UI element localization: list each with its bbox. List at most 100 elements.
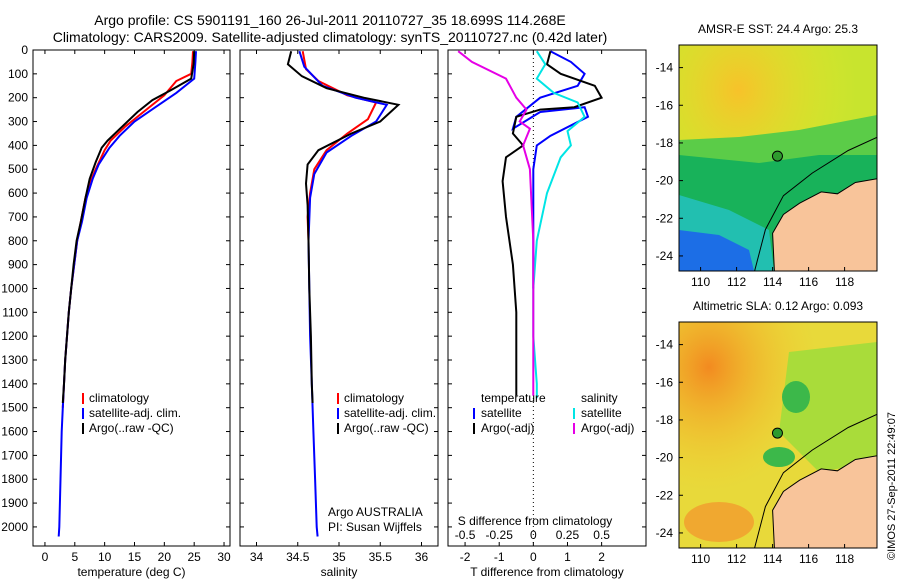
map-title: Altimetric SLA: 0.12 Argo: 0.093	[693, 299, 863, 313]
map-y-tick-label: -24	[656, 249, 674, 263]
map-title: AMSR-E SST: 24.4 Argo: 25.3	[698, 22, 858, 36]
map-field	[679, 322, 877, 548]
y-tick-label: 1000	[1, 281, 28, 295]
legend-header: salinity	[581, 391, 618, 405]
x-tick-label: 35.5	[369, 550, 393, 564]
y-tick-label: 600	[8, 186, 28, 200]
map-y-tick-label: -22	[656, 488, 674, 502]
map-y-tick-label: -22	[656, 211, 674, 225]
series-line-t-satellite	[511, 50, 590, 289]
float-annotation: Argo AUSTRALIA	[328, 505, 423, 519]
legend-label: Argo(-adj)	[581, 421, 634, 435]
float-annotation: PI: Susan Wijffels	[328, 520, 422, 534]
map-y-tick-label: -20	[656, 451, 674, 465]
legend-label: satellite	[581, 406, 622, 420]
sla-high-south	[684, 502, 754, 542]
x-axis-label: salinity	[321, 565, 358, 579]
plot-title-line1: Argo profile: CS 5901191_160 26-Jul-2011…	[94, 12, 566, 28]
bathymetry-contour	[754, 413, 877, 548]
top-x-tick-label: 0.25	[556, 528, 580, 542]
y-tick-label: 1300	[1, 353, 28, 367]
x-tick-label: -2	[460, 550, 471, 564]
map-x-tick-label: 114	[763, 275, 782, 289]
y-tick-label: 400	[8, 138, 28, 152]
y-tick-label: 1900	[1, 496, 28, 510]
sla-map: Altimetric SLA: 0.12 Argo: 0.093 110 112 11…	[656, 299, 878, 566]
map-x-tick-label: 110	[691, 552, 710, 566]
y-tick-label: 900	[8, 258, 28, 272]
plot-frame	[32, 49, 231, 547]
legend-label: climatology	[344, 391, 404, 405]
map-y-tick-label: -18	[656, 413, 674, 427]
y-tick-label: 1500	[1, 401, 28, 415]
y-tick-label: 200	[8, 91, 28, 105]
map-x-tick-label: 118	[835, 275, 854, 289]
x-tick-label: 15	[128, 550, 142, 564]
chart-panel-salinity: 34 34.5 35 35.5 36 salinity climatologysatelli…	[239, 49, 439, 579]
map-y-tick-label: -16	[656, 375, 674, 389]
map-y-tick-label: -24	[656, 526, 674, 540]
copyright-timestamp: ©IMOS 27-Sep-2011 22:49:07	[886, 412, 898, 560]
map-x-tick-label: 114	[763, 552, 782, 566]
chart-panel-temperature: 0100200300400500600700800900100011001200…	[1, 43, 231, 579]
plot-frame	[447, 49, 647, 547]
legend-label: satellite-adj. clim.	[344, 406, 436, 420]
x-tick-label: 20	[158, 550, 172, 564]
x-tick-label: 30	[217, 550, 231, 564]
sla-eddy	[763, 447, 795, 467]
top-x-tick-label: -0.5	[455, 528, 476, 542]
top-x-tick-label: 0.5	[593, 528, 610, 542]
sla-low-patch	[779, 342, 877, 472]
chart-panel-difference: -2 -1 0 1 2T difference from climatology S di…	[447, 49, 647, 579]
x-tick-label: 2	[598, 550, 605, 564]
y-tick-label: 2000	[1, 520, 28, 534]
map-x-tick-label: 118	[835, 552, 854, 566]
y-tick-label: 300	[8, 115, 28, 129]
x-tick-label: 0	[530, 550, 537, 564]
map-y-tick-label: -14	[656, 61, 674, 75]
x-tick-label: 10	[98, 550, 112, 564]
y-tick-label: 1100	[2, 305, 28, 319]
map-x-tick-label: 112	[727, 275, 746, 289]
plot-frame	[239, 49, 439, 547]
map-x-tick-label: 112	[727, 552, 746, 566]
y-tick-label: 1200	[1, 329, 28, 343]
map-field	[679, 45, 877, 271]
map-x-tick-label: 116	[799, 552, 818, 566]
series-line-argo-raw-qc-	[286, 50, 401, 403]
x-tick-label: 34.5	[286, 550, 310, 564]
sst-map: AMSR-E SST: 24.4 Argo: 25.3 110 112 114 116 1…	[656, 22, 878, 289]
y-tick-label: 1400	[1, 377, 28, 391]
series-line-t-argo-adj-	[501, 50, 604, 396]
sla-eddy	[782, 381, 810, 413]
map-frame	[678, 321, 878, 549]
top-x-tick-label: -0.25	[486, 528, 514, 542]
x-tick-label: 34	[250, 550, 264, 564]
top-x-axis-label: S difference from climatology	[458, 514, 613, 528]
series-line-argo-raw-qc-	[61, 51, 196, 403]
map-y-tick-label: -20	[656, 174, 674, 188]
map-y-tick-label: -14	[656, 338, 674, 352]
plot-title-line2: Climatology: CARS2009. Satellite-adjuste…	[52, 29, 608, 45]
legend-label: satellite-adj. clim.	[89, 406, 181, 420]
y-tick-label: 500	[8, 162, 28, 176]
legend-label: Argo(..raw -QC)	[344, 421, 429, 435]
legend-label: satellite	[481, 406, 522, 420]
x-tick-label: 5	[71, 550, 78, 564]
x-axis-label: temperature (deg C)	[77, 565, 185, 579]
x-tick-label: 35	[332, 550, 346, 564]
x-tick-label: 25	[188, 550, 202, 564]
bathymetry-contour	[754, 136, 877, 271]
x-tick-label: 1	[564, 550, 571, 564]
y-tick-label: 0	[21, 43, 28, 57]
legend-label: Argo(..raw -QC)	[89, 421, 174, 435]
map-frame	[678, 44, 878, 272]
map-y-tick-label: -16	[656, 98, 674, 112]
legend-label: climatology	[89, 391, 149, 405]
x-axis-label: T difference from climatology	[470, 565, 624, 579]
x-tick-label: -1	[494, 550, 505, 564]
map-x-tick-label: 110	[691, 275, 710, 289]
series-line-satellite-adj-clim-	[298, 50, 389, 537]
y-tick-label: 800	[8, 234, 28, 248]
